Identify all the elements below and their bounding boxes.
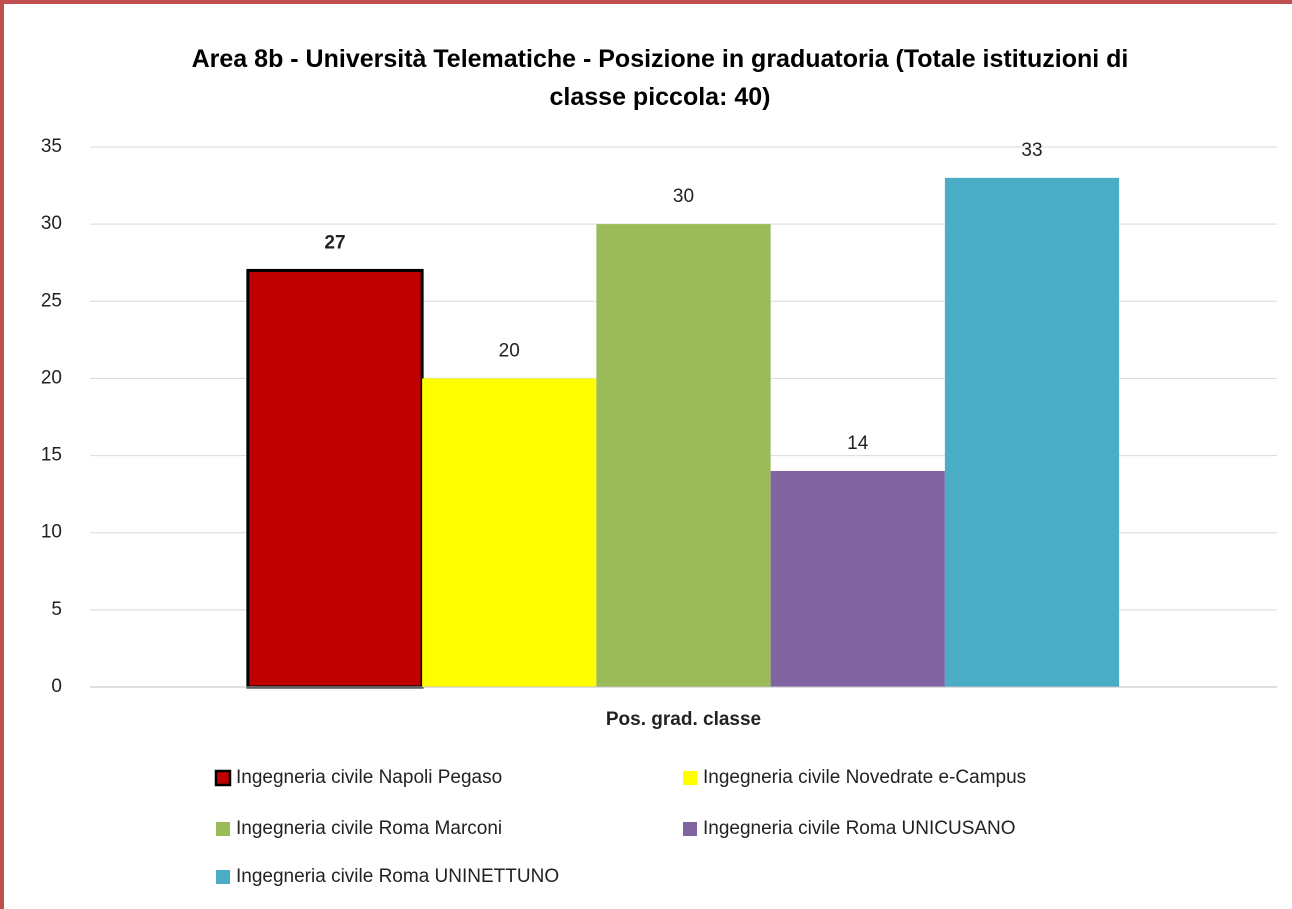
- y-tick-label: 30: [41, 213, 62, 234]
- bar: [596, 224, 771, 687]
- y-tick-label: 15: [41, 445, 62, 466]
- y-tick-label: 25: [41, 290, 62, 311]
- legend-label: Ingegneria civile Roma Marconi: [236, 818, 502, 839]
- bar: [246, 268, 424, 689]
- bar: [422, 378, 597, 687]
- data-label: 33: [1021, 140, 1042, 161]
- legend-marker: [214, 769, 232, 787]
- legend-label: Ingegneria civile Novedrate e-Campus: [703, 767, 1026, 788]
- bar: [770, 471, 945, 687]
- legend-marker: [683, 771, 697, 785]
- legend-label: Ingegneria civile Napoli Pegaso: [236, 767, 502, 788]
- legend-marker: [683, 822, 697, 836]
- legend-label: Ingegneria civile Roma UNICUSANO: [703, 818, 1016, 839]
- x-axis-label: Pos. grad. classe: [606, 709, 761, 730]
- data-label: 14: [847, 433, 869, 454]
- legend-label: Ingegneria civile Roma UNINETTUNO: [236, 866, 559, 887]
- data-label: 27: [324, 232, 345, 253]
- y-tick-label: 35: [41, 136, 62, 157]
- y-tick-label: 10: [41, 522, 62, 543]
- data-label: 30: [673, 186, 694, 207]
- legend-marker: [216, 822, 230, 836]
- y-tick-label: 20: [41, 367, 62, 388]
- y-tick-label: 5: [51, 599, 62, 620]
- y-tick-label: 0: [51, 676, 62, 697]
- legend-marker: [216, 870, 230, 884]
- data-label: 20: [499, 340, 520, 361]
- chart-title: Area 8b - Università Telematiche - Posiz…: [191, 45, 1129, 111]
- bar: [944, 177, 1120, 687]
